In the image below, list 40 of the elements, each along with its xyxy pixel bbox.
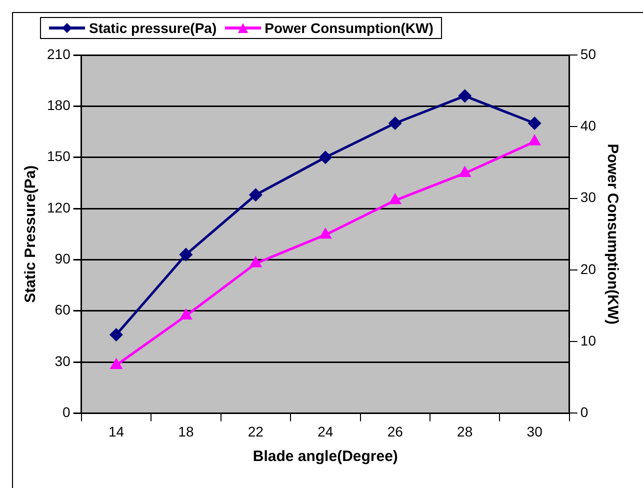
x-tick-label: 26	[387, 423, 404, 440]
y-tick-label: 30	[54, 352, 71, 369]
legend-label: Power Consumption(KW)	[264, 20, 434, 36]
x-tick-label: 22	[248, 423, 264, 440]
y2-tick-label: 50	[580, 46, 596, 62]
point	[528, 116, 541, 130]
x-tick-label: 30	[526, 423, 543, 440]
x-tick-label: 14	[108, 423, 124, 440]
point	[320, 228, 331, 239]
point	[458, 90, 472, 102]
point	[528, 135, 540, 146]
point	[250, 257, 262, 268]
y-tick-label: 210	[47, 46, 71, 62]
y-axis-title: Static Pressure(Pa)	[22, 165, 40, 303]
point	[180, 310, 192, 320]
y2-tick-label: 10	[580, 332, 596, 348]
y-tick-label: 90	[54, 250, 71, 267]
point	[388, 116, 402, 130]
y-tick-label: 0	[62, 404, 71, 420]
point	[249, 188, 262, 202]
y2-tick-label: 0	[580, 404, 588, 420]
y-tick-label: 150	[47, 148, 71, 164]
y2-tick-label: 20	[580, 260, 596, 277]
y2-axis-title: Power Consumption(KW)	[604, 144, 621, 325]
y2-tick-label: 30	[580, 189, 596, 206]
legend-label: Static pressure(Pa)	[89, 20, 217, 36]
point	[180, 248, 192, 261]
x-tick-label: 24	[318, 423, 334, 440]
point	[390, 194, 401, 204]
point	[110, 358, 122, 369]
y-tick-label: 60	[54, 302, 71, 318]
y-tick-label: 180	[47, 97, 71, 114]
x-tick-label: 28	[457, 423, 473, 440]
point	[110, 328, 122, 341]
point	[459, 166, 470, 177]
point	[319, 151, 332, 164]
x-tick-label: 18	[178, 423, 194, 440]
y-tick-label: 120	[47, 199, 71, 216]
y2-tick-label: 40	[580, 118, 596, 134]
x-axis-title: Blade angle(Degree)	[252, 448, 398, 466]
